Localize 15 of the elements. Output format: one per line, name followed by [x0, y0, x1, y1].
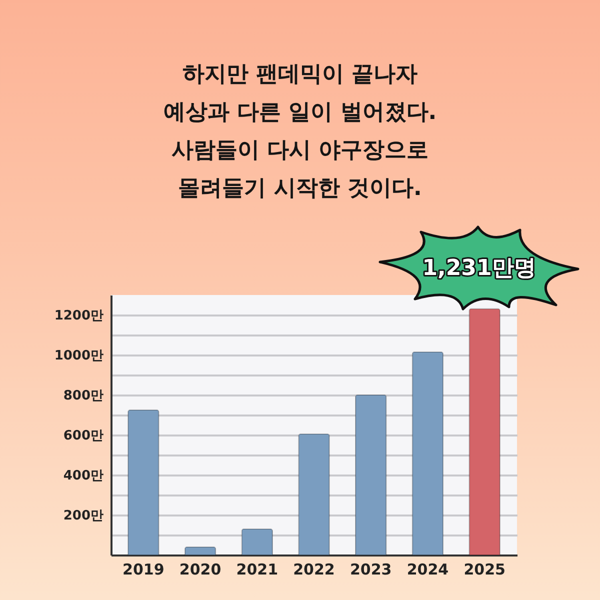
- y-tick-label: 800만: [63, 388, 104, 404]
- x-tick-label: 2022: [293, 560, 335, 578]
- x-tick-label: 2020: [179, 560, 222, 578]
- x-tick-label: 2023: [350, 560, 392, 578]
- y-tick-label: 1000만: [54, 348, 104, 364]
- y-tick-label: 600만: [63, 428, 104, 444]
- x-tick-label: 2024: [406, 560, 449, 578]
- x-tick-label: 2021: [236, 560, 278, 578]
- y-tick-label: 1200만: [54, 308, 104, 324]
- y-tick-label: 400만: [63, 468, 104, 484]
- x-tick-label: 2025: [464, 560, 506, 578]
- x-tick-label: 2019: [122, 560, 164, 578]
- y-tick-label: 200만: [63, 508, 104, 524]
- annotation: 1,231만명: [422, 256, 536, 281]
- chart-title: 하지만 팬데믹이 끝나자 예상과 다른 일이 벌어졌다. 사람들이 다시 야구장으로 몰려들기 시작한 것이다.: [163, 62, 437, 201]
